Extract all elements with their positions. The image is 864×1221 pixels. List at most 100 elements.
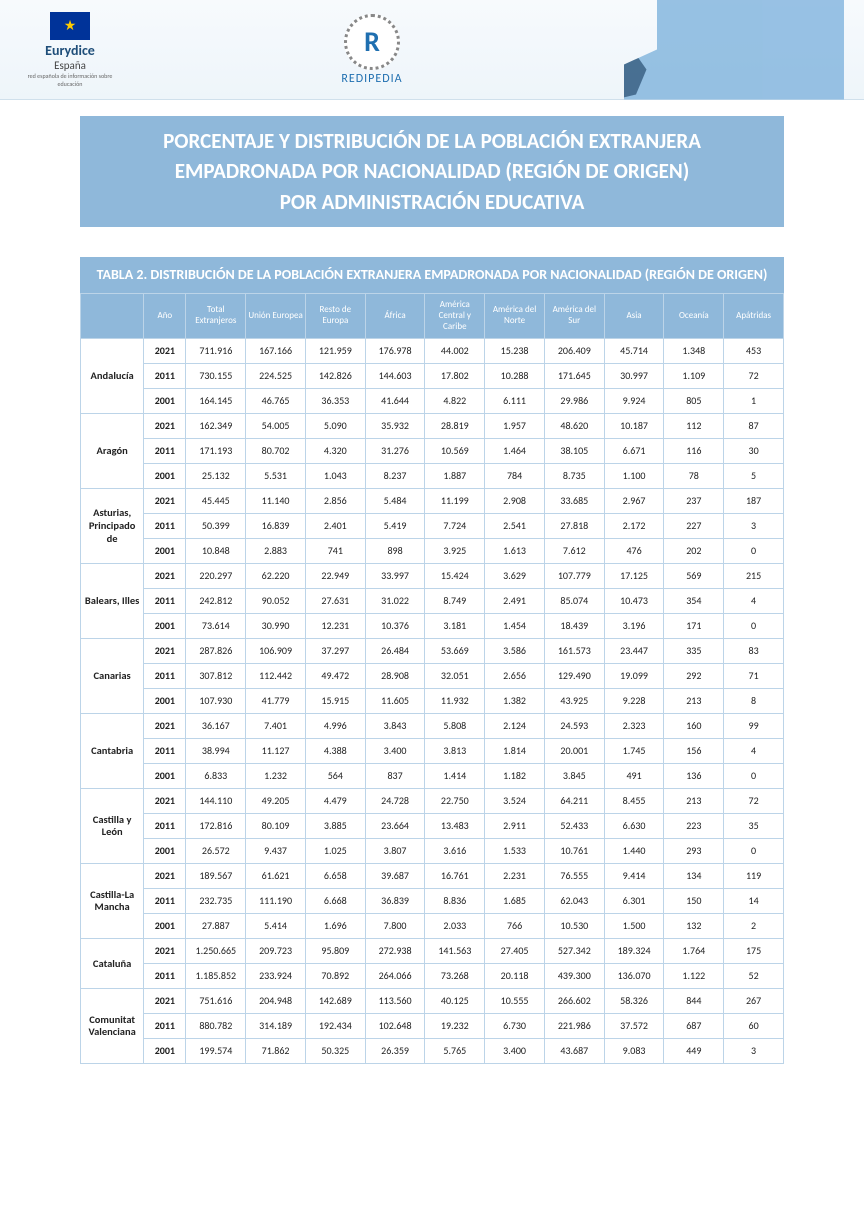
data-cell: 26.572	[186, 839, 246, 864]
year-cell: 2021	[144, 639, 186, 664]
data-cell: 209.723	[246, 939, 306, 964]
data-cell: 48.620	[544, 414, 604, 439]
year-cell: 2011	[144, 589, 186, 614]
data-cell: 54.005	[246, 414, 306, 439]
data-cell: 26.359	[365, 1039, 425, 1064]
data-cell: 113.560	[365, 989, 425, 1014]
data-cell: 3.616	[425, 839, 485, 864]
data-cell: 6.833	[186, 764, 246, 789]
data-cell: 175	[724, 939, 784, 964]
column-header: Total Extranjeros	[186, 293, 246, 338]
data-cell: 1.764	[664, 939, 724, 964]
region-cell: Cataluña	[81, 939, 144, 989]
column-header: Asia	[604, 293, 664, 338]
data-cell: 11.932	[425, 689, 485, 714]
data-cell: 11.605	[365, 689, 425, 714]
data-cell: 171.645	[544, 364, 604, 389]
data-cell: 1.440	[604, 839, 664, 864]
data-cell: 15.238	[485, 339, 545, 364]
data-cell: 3.807	[365, 839, 425, 864]
table-row: 2011232.735111.1906.66836.8398.8361.6856…	[81, 889, 784, 914]
data-cell: 2.967	[604, 489, 664, 514]
data-cell: 17.125	[604, 564, 664, 589]
data-cell: 2.033	[425, 914, 485, 939]
data-cell: 28.819	[425, 414, 485, 439]
data-cell: 1.414	[425, 764, 485, 789]
data-cell: 0	[724, 764, 784, 789]
data-cell: 1.685	[485, 889, 545, 914]
data-cell: 6.658	[305, 864, 365, 889]
data-cell: 3.181	[425, 614, 485, 639]
region-cell: Castilla-La Mancha	[81, 864, 144, 939]
year-cell: 2011	[144, 664, 186, 689]
data-cell: 23.447	[604, 639, 664, 664]
data-cell: 44.002	[425, 339, 485, 364]
redipedia-icon: R	[344, 14, 400, 70]
year-cell: 2001	[144, 389, 186, 414]
title-line-3: POR ADMINISTRACIÓN EDUCATIVA	[100, 187, 764, 217]
table-row: Comunitat Valenciana2021751.616204.94814…	[81, 989, 784, 1014]
data-cell: 142.826	[305, 364, 365, 389]
data-cell: 449	[664, 1039, 724, 1064]
table-head: AñoTotal ExtranjerosUnión EuropeaResto d…	[81, 293, 784, 338]
data-cell: 5.484	[365, 489, 425, 514]
data-cell: 38.994	[186, 739, 246, 764]
data-cell: 12.231	[305, 614, 365, 639]
data-cell: 41.644	[365, 389, 425, 414]
table-container: TABLA 2. DISTRIBUCIÓN DE LA POBLACIÓN EX…	[80, 257, 784, 1064]
data-cell: 2	[724, 914, 784, 939]
data-cell: 189.567	[186, 864, 246, 889]
data-cell: 5	[724, 464, 784, 489]
data-cell: 119	[724, 864, 784, 889]
table-row: 2011307.812112.44249.47228.90832.0512.65…	[81, 664, 784, 689]
data-cell: 204.948	[246, 989, 306, 1014]
data-cell: 33.685	[544, 489, 604, 514]
year-cell: 2011	[144, 814, 186, 839]
data-cell: 8.735	[544, 464, 604, 489]
data-table: AñoTotal ExtranjerosUnión EuropeaResto d…	[80, 293, 784, 1064]
data-cell: 287.826	[186, 639, 246, 664]
data-cell: 3.196	[604, 614, 664, 639]
data-cell: 4.479	[305, 789, 365, 814]
table-row: 2011172.81680.1093.88523.66413.4832.9115…	[81, 814, 784, 839]
data-cell: 3.845	[544, 764, 604, 789]
data-cell: 7.612	[544, 539, 604, 564]
table-row: Asturias, Principado de202145.44511.1402…	[81, 489, 784, 514]
data-cell: 10.530	[544, 914, 604, 939]
data-cell: 751.616	[186, 989, 246, 1014]
data-cell: 36.353	[305, 389, 365, 414]
data-cell: 99	[724, 714, 784, 739]
data-cell: 3.629	[485, 564, 545, 589]
data-cell: 232.735	[186, 889, 246, 914]
table-row: 200110.8482.8837418983.9251.6137.6124762…	[81, 539, 784, 564]
data-cell: 8.749	[425, 589, 485, 614]
data-cell: 1.025	[305, 839, 365, 864]
year-cell: 2001	[144, 1039, 186, 1064]
data-cell: 112	[664, 414, 724, 439]
data-cell: 36.839	[365, 889, 425, 914]
data-cell: 71	[724, 664, 784, 689]
column-header: América del Norte	[485, 293, 545, 338]
data-cell: 9.437	[246, 839, 306, 864]
year-cell: 2001	[144, 614, 186, 639]
table-row: 20111.185.852233.92470.892264.06673.2682…	[81, 964, 784, 989]
year-cell: 2011	[144, 1014, 186, 1039]
data-cell: 2.401	[305, 514, 365, 539]
data-cell: 439.300	[544, 964, 604, 989]
data-cell: 2.911	[485, 814, 545, 839]
data-cell: 78	[664, 464, 724, 489]
data-cell: 199.574	[186, 1039, 246, 1064]
data-cell: 31.022	[365, 589, 425, 614]
data-cell: 43.925	[544, 689, 604, 714]
data-cell: 453	[724, 339, 784, 364]
data-cell: 144.603	[365, 364, 425, 389]
data-cell: 85.074	[544, 589, 604, 614]
column-header: América Central y Caribe	[425, 293, 485, 338]
data-cell: 2.908	[485, 489, 545, 514]
data-cell: 38.105	[544, 439, 604, 464]
data-cell: 1.454	[485, 614, 545, 639]
column-header: Resto de Europa	[305, 293, 365, 338]
data-cell: 160	[664, 714, 724, 739]
year-cell: 2021	[144, 564, 186, 589]
table-body: Andalucía2021711.916167.166121.959176.97…	[81, 339, 784, 1064]
